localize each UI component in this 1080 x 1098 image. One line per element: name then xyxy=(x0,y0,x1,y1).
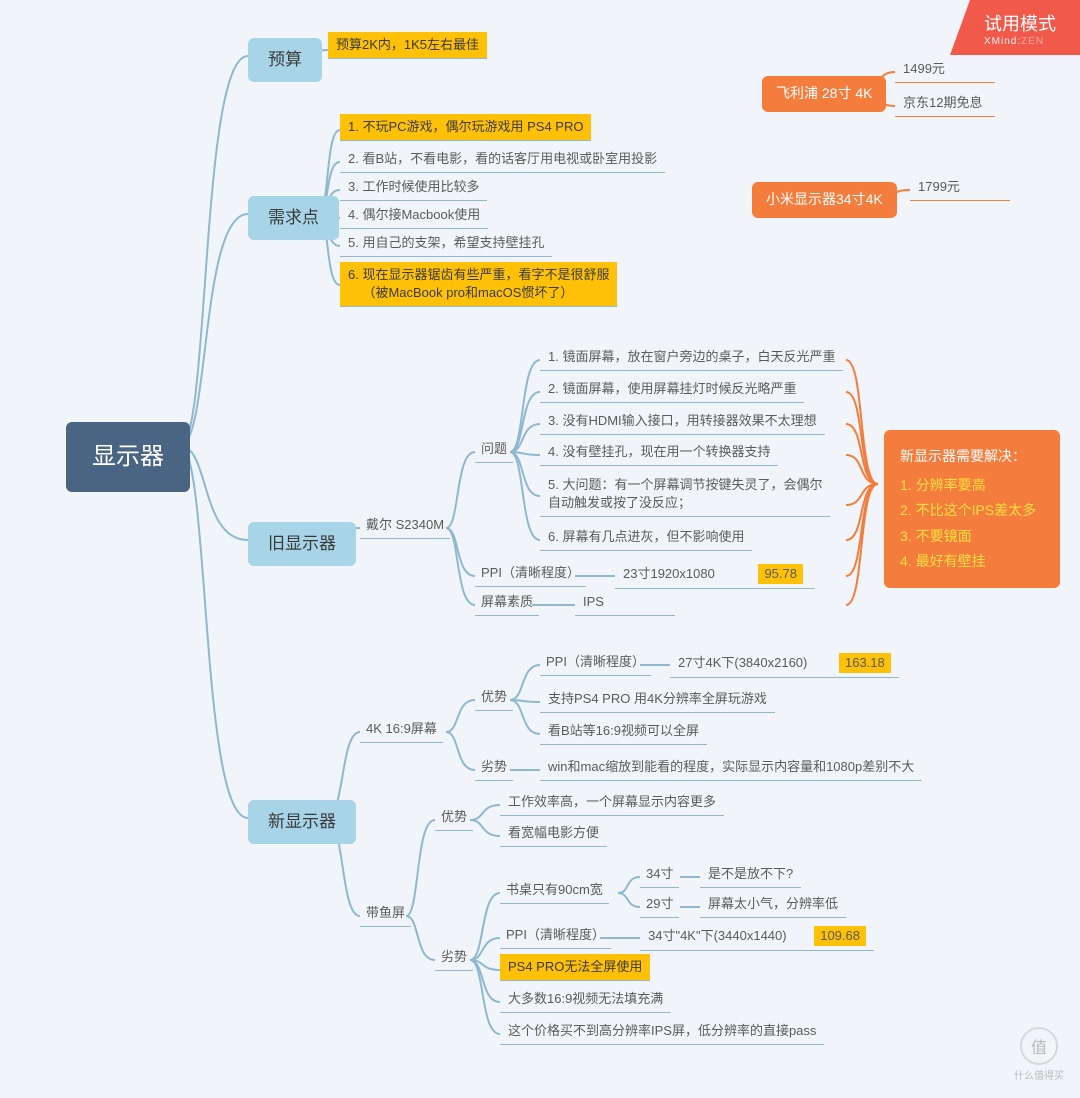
new-4k-ppi-val: 163.18 xyxy=(839,653,891,673)
fish-desk34: 34寸 xyxy=(640,861,679,888)
new-4k-adv3: 看B站等16:9视频可以全屏 xyxy=(540,718,707,745)
fish-dis-video: 大多数16:9视频无法填充满 xyxy=(500,986,671,1013)
fish-desk: 书桌只有90cm宽 xyxy=(500,877,609,904)
req-item-3: 3. 工作时候使用比较多 xyxy=(340,174,487,201)
fish-desk29: 29寸 xyxy=(640,891,679,918)
new-4k-label: 4K 16:9屏幕 xyxy=(360,716,443,743)
solve-item-1: 1. 分辨率要高 xyxy=(900,473,1044,498)
new-4k-adv2: 支持PS4 PRO 用4K分辨率全屏玩游戏 xyxy=(540,686,775,713)
req-item-1: 1. 不玩PC游戏，偶尔玩游戏用 PS4 PRO xyxy=(340,114,591,141)
branch-old-display[interactable]: 旧显示器 xyxy=(248,522,356,566)
new-4k-dis-label: 劣势 xyxy=(475,754,513,781)
old-ppi-label: PPI（清晰程度） xyxy=(475,560,586,587)
root-node[interactable]: 显示器 xyxy=(66,422,190,492)
branch-new-display[interactable]: 新显示器 xyxy=(248,800,356,844)
branch-budget[interactable]: 预算 xyxy=(248,38,322,82)
product-xiaomi[interactable]: 小米显示器34寸4K xyxy=(752,182,897,218)
old-model: 戴尔 S2340M xyxy=(360,512,450,539)
fish-ppi-row: 34寸"4K"下(3440x1440) 109.68 xyxy=(640,922,874,951)
solve-item-2: 2. 不比这个IPS差太多 xyxy=(900,498,1044,523)
fish-ppi-val: 109.68 xyxy=(814,926,866,946)
product-philips[interactable]: 飞利浦 28寸 4K xyxy=(762,76,886,112)
product-philips-price: 1499元 xyxy=(895,56,995,83)
old-problem-1: 1. 镜面屏幕，放在窗户旁边的桌子，白天反光严重 xyxy=(540,344,843,371)
fish-adv1: 工作效率高，一个屏幕显示内容更多 xyxy=(500,789,724,816)
fish-dis-label: 劣势 xyxy=(435,944,473,971)
old-ppi-spec: 23寸1920x1080 xyxy=(623,566,715,581)
fish-dis-price: 这个价格买不到高分辨率IPS屏，低分辨率的直接pass xyxy=(500,1018,824,1045)
fish-ppi-spec: 34寸"4K"下(3440x1440) xyxy=(648,928,787,943)
req-item-5: 5. 用自己的支架，希望支持壁挂孔 xyxy=(340,230,552,257)
budget-item: 预算2K内，1K5左右最佳 xyxy=(328,32,487,59)
fish-desk34v: 是不是放不下? xyxy=(700,861,801,888)
old-problems-label: 问题 xyxy=(475,436,513,463)
product-philips-note: 京东12期免息 xyxy=(895,90,995,117)
new-4k-ppi-row: 27寸4K下(3840x2160) 163.18 xyxy=(670,649,899,678)
product-xiaomi-price: 1799元 xyxy=(910,174,1010,201)
old-panel-label: 屏幕素质 xyxy=(475,589,539,616)
fish-adv2: 看宽幅电影方便 xyxy=(500,820,607,847)
old-problem-3: 3. 没有HDMI输入接口，用转接器效果不太理想 xyxy=(540,408,825,435)
fish-desk29v: 屏幕太小气，分辨率低 xyxy=(700,891,846,918)
watermark-icon: 值 xyxy=(1020,1027,1058,1065)
old-problem-5: 5. 大问题：有一个屏幕调节按键失灵了，会偶尔 自动触发或按了没反应； xyxy=(540,472,830,517)
req-item-6: 6. 现在显示器锯齿有些严重，看字不是很舒服 （被MacBook pro和mac… xyxy=(340,262,617,307)
branch-requirements[interactable]: 需求点 xyxy=(248,196,339,240)
old-panel-val: IPS xyxy=(575,589,675,616)
old-problem-6: 6. 屏幕有几点进灰，但不影响使用 xyxy=(540,524,752,551)
trial-sub: XMind:ZEN xyxy=(984,36,1056,47)
new-fish-label: 带鱼屏 xyxy=(360,900,411,927)
solve-title: 新显示器需要解决： xyxy=(900,444,1044,469)
new-4k-adv-label: 优势 xyxy=(475,684,513,711)
solve-item-3: 3. 不要镜面 xyxy=(900,524,1044,549)
trial-mode-badge: 试用模式 XMind:ZEN xyxy=(950,0,1080,55)
new-4k-ppi-label: PPI（清晰程度） xyxy=(540,649,651,676)
new-4k-ppi-spec: 27寸4K下(3840x2160) xyxy=(678,655,807,670)
fish-ppi-label: PPI（清晰程度） xyxy=(500,922,611,949)
fish-dis-ps4: PS4 PRO无法全屏使用 xyxy=(500,954,650,981)
solve-panel: 新显示器需要解决： 1. 分辨率要高 2. 不比这个IPS差太多 3. 不要镜面… xyxy=(884,430,1060,588)
old-problem-4: 4. 没有壁挂孔，现在用一个转换器支持 xyxy=(540,439,778,466)
old-ppi-val: 95.78 xyxy=(758,564,803,584)
watermark: 值 什么值得买 xyxy=(1014,1027,1064,1082)
new-4k-dis1: win和mac缩放到能看的程度，实际显示内容量和1080p差别不大 xyxy=(540,754,922,781)
old-ppi-row: 23寸1920x1080 95.78 xyxy=(615,560,815,589)
req-item-4: 4. 偶尔接Macbook使用 xyxy=(340,202,488,229)
watermark-text: 什么值得买 xyxy=(1014,1067,1064,1082)
trial-label: 试用模式 xyxy=(984,10,1056,36)
solve-item-4: 4. 最好有壁挂 xyxy=(900,549,1044,574)
old-problem-2: 2. 镜面屏幕，使用屏幕挂灯时候反光略严重 xyxy=(540,376,804,403)
fish-adv-label: 优势 xyxy=(435,804,473,831)
req-item-2: 2. 看B站，不看电影，看的话客厅用电视或卧室用投影 xyxy=(340,146,665,173)
